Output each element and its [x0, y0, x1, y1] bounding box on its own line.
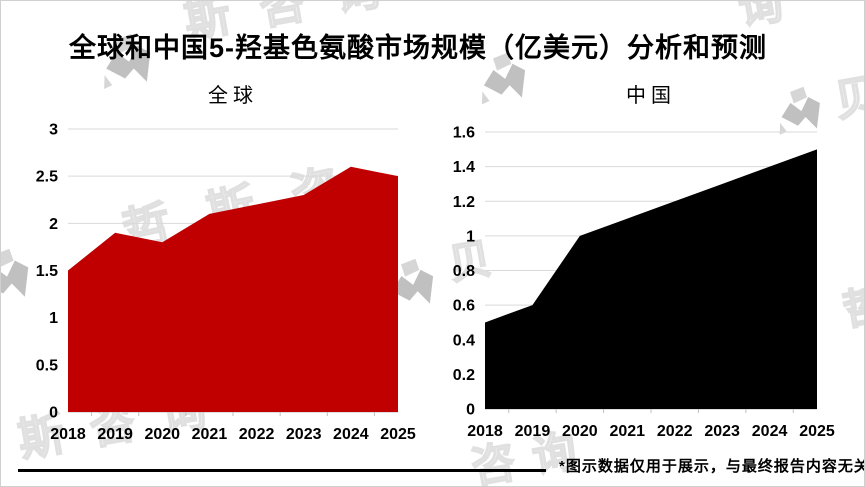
- y-axis-tick-label: 1: [466, 228, 475, 245]
- y-axis-tick-label: 2.5: [36, 169, 58, 186]
- y-axis-tick-label: 1.2: [453, 194, 475, 211]
- y-axis-tick-label: 0.5: [36, 357, 58, 374]
- x-axis-tick-label: 2024: [752, 423, 788, 440]
- x-axis-tick-label: 2023: [704, 423, 740, 440]
- x-axis-tick-label: 2019: [515, 423, 551, 440]
- area-series-global: [68, 166, 398, 412]
- y-axis-tick-label: 0.4: [453, 332, 475, 349]
- chart-title: 全球: [208, 84, 258, 107]
- area-chart-china: 0 0.2 0.4 0.6 0.8 1 1.2 1.4 1.6 2018 2019 2020 2021 2…: [453, 84, 835, 440]
- x-axis-tick-label: 2018: [467, 423, 503, 440]
- y-axis-tick-label: 3: [49, 122, 58, 139]
- x-axis-tick-label: 2022: [239, 426, 275, 443]
- y-axis-tick-label: 1.4: [453, 159, 475, 176]
- y-axis-tick-label: 0: [466, 402, 475, 419]
- chart-title: 中国: [626, 84, 676, 107]
- x-axis-tick-label: 2018: [50, 426, 86, 443]
- footer-divider-line: [18, 469, 546, 472]
- x-axis-tick-label: 2025: [380, 426, 416, 443]
- y-axis-tick-label: 2: [49, 216, 58, 233]
- footer-disclaimer: *图示数据仅用于展示，与最终报告内容无关: [559, 458, 865, 475]
- x-axis-tick-label: 2024: [333, 426, 369, 443]
- y-axis-tick-label: 1: [49, 310, 58, 327]
- x-axis-tick-label: 2022: [657, 423, 693, 440]
- x-axis-tick-label: 2023: [286, 426, 322, 443]
- x-axis-tick-label: 2021: [609, 423, 645, 440]
- y-axis-tick-label: 0: [49, 405, 58, 422]
- x-axis-tick-label: 2019: [97, 426, 133, 443]
- y-axis-tick-label: 1.5: [36, 263, 58, 280]
- x-axis-tick-label: 2020: [562, 423, 598, 440]
- page-title: 全球和中国5-羟基色氨酸市场规模（亿美元）分析和预测: [69, 33, 768, 63]
- y-axis-tick-label: 1.6: [453, 125, 475, 142]
- y-axis-tick-label: 0.8: [453, 263, 475, 280]
- x-axis-tick-label: 2025: [799, 423, 835, 440]
- y-axis-tick-label: 0.6: [453, 298, 475, 315]
- y-axis-tick-label: 0.2: [453, 367, 475, 384]
- x-axis-tick-label: 2021: [192, 426, 228, 443]
- area-chart-global: 0 0.5 1 1.5 2 2.5 3 2018 2019 2020 2021 2022 2023 202…: [36, 84, 416, 443]
- area-series-china: [485, 149, 817, 409]
- x-axis-tick-label: 2020: [144, 426, 180, 443]
